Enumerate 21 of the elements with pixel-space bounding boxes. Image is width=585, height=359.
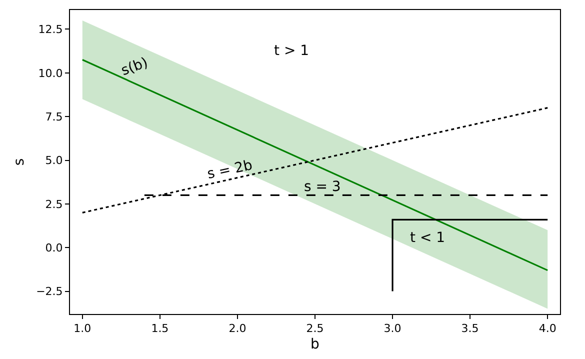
y-tick-label: 5.0 — [45, 154, 63, 168]
annotation: t < 1 — [410, 230, 446, 246]
annotation: s = 3 — [304, 179, 341, 195]
x-tick-label: 3.0 — [384, 322, 402, 336]
x-tick-label: 4.0 — [538, 322, 556, 336]
x-tick-label: 2.0 — [228, 322, 246, 336]
y-axis-title: s — [12, 158, 28, 166]
annotation: s = 2b — [206, 157, 254, 183]
y-tick-label: 12.5 — [38, 23, 63, 36]
x-tick-label: 3.5 — [461, 322, 479, 336]
x-axis-title: b — [310, 336, 320, 352]
y-tick-label: −2.5 — [36, 285, 63, 298]
x-tick-label: 1.0 — [74, 322, 92, 336]
x-tick-label: 2.5 — [306, 322, 324, 336]
annotation: s(b) — [119, 54, 150, 80]
y-tick-label: 10.0 — [38, 66, 63, 80]
y-tick-label: 7.5 — [45, 110, 63, 124]
annotation: t > 1 — [274, 43, 310, 59]
y-tick-label: 0.0 — [45, 241, 63, 254]
x-tick-label: 1.5 — [151, 322, 169, 336]
y-tick-label: 2.5 — [45, 198, 63, 211]
